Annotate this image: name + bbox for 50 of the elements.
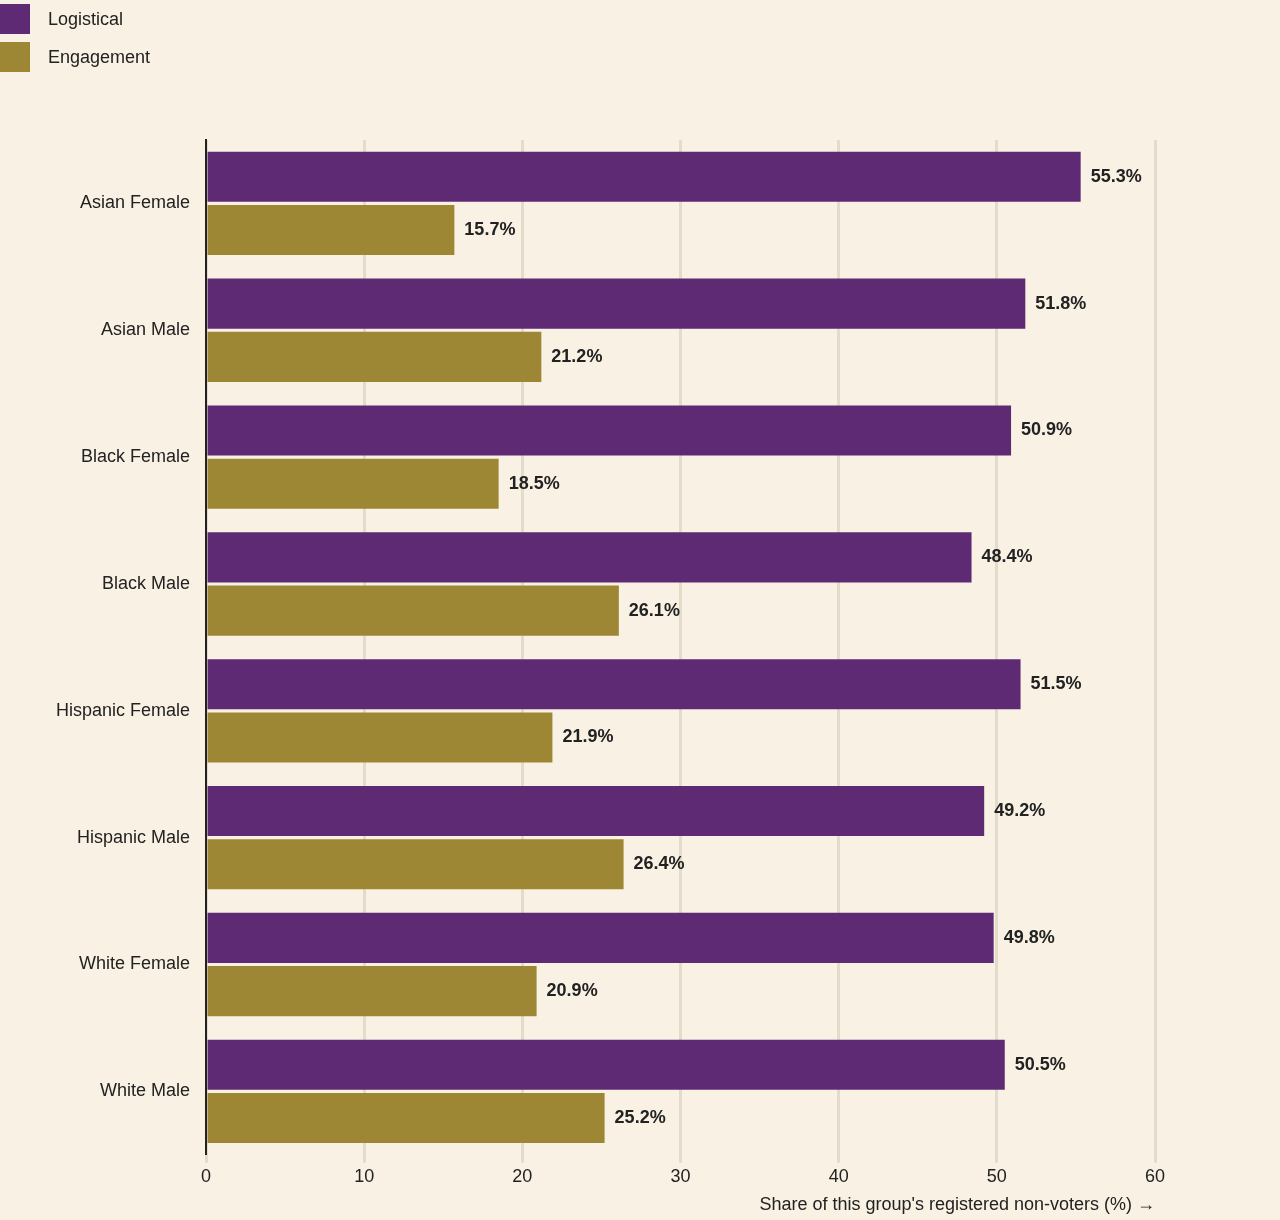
bar (207, 712, 553, 763)
y-tick-label: Black Female (81, 446, 191, 467)
bar (207, 585, 619, 636)
bar (207, 151, 1081, 202)
bar (207, 458, 499, 509)
data-label: 21.9% (562, 726, 614, 747)
data-label: 55.3% (1090, 165, 1142, 186)
x-tick-label: 60 (1144, 1165, 1166, 1186)
bar (207, 966, 537, 1017)
x-tick-label: 50 (986, 1165, 1007, 1186)
data-label: 51.5% (1030, 673, 1082, 694)
bar (207, 405, 1012, 456)
x-tick-label: 20 (512, 1165, 533, 1186)
data-label: 50.5% (1014, 1053, 1066, 1074)
bar (207, 205, 455, 256)
data-label: 51.8% (1035, 292, 1087, 313)
y-tick-label: Asian Female (79, 192, 191, 213)
data-label: 21.2% (551, 345, 603, 366)
data-label: 18.5% (508, 472, 560, 493)
data-label: 25.2% (614, 1106, 666, 1127)
data-label: 48.4% (981, 546, 1033, 567)
bar (207, 532, 972, 583)
x-tick-label: 40 (828, 1165, 849, 1186)
x-tick-label: 10 (354, 1165, 375, 1186)
y-tick-label: White Female (79, 953, 191, 974)
y-tick-label: Asian Male (101, 319, 191, 340)
legend-label: Logistical (48, 8, 124, 30)
data-label: 49.8% (1003, 926, 1055, 947)
bar (207, 659, 1021, 710)
bar (207, 278, 1026, 329)
bar (207, 839, 624, 890)
y-tick-label: Hispanic Female (55, 699, 191, 720)
legend-label: Engagement (48, 46, 151, 68)
x-tick-label: 30 (670, 1165, 691, 1186)
data-label: 15.7% (464, 219, 516, 240)
bar (207, 1039, 1005, 1090)
data-label: 50.9% (1021, 419, 1073, 440)
data-label: 49.2% (994, 800, 1046, 821)
y-tick-label: White Male (100, 1080, 191, 1101)
data-label: 20.9% (546, 980, 598, 1001)
x-tick-label: 0 (201, 1165, 212, 1186)
bar (207, 912, 994, 963)
data-label: 26.4% (633, 853, 685, 874)
x-axis-title: Share of this group's registered non-voters (%) → (759, 1194, 1155, 1215)
bar (207, 1092, 605, 1144)
data-label: 26.1% (628, 599, 680, 620)
y-tick-label: Hispanic Male (77, 826, 191, 847)
bar (207, 331, 542, 382)
y-tick-label: Black Male (102, 572, 191, 593)
bar (207, 786, 985, 837)
